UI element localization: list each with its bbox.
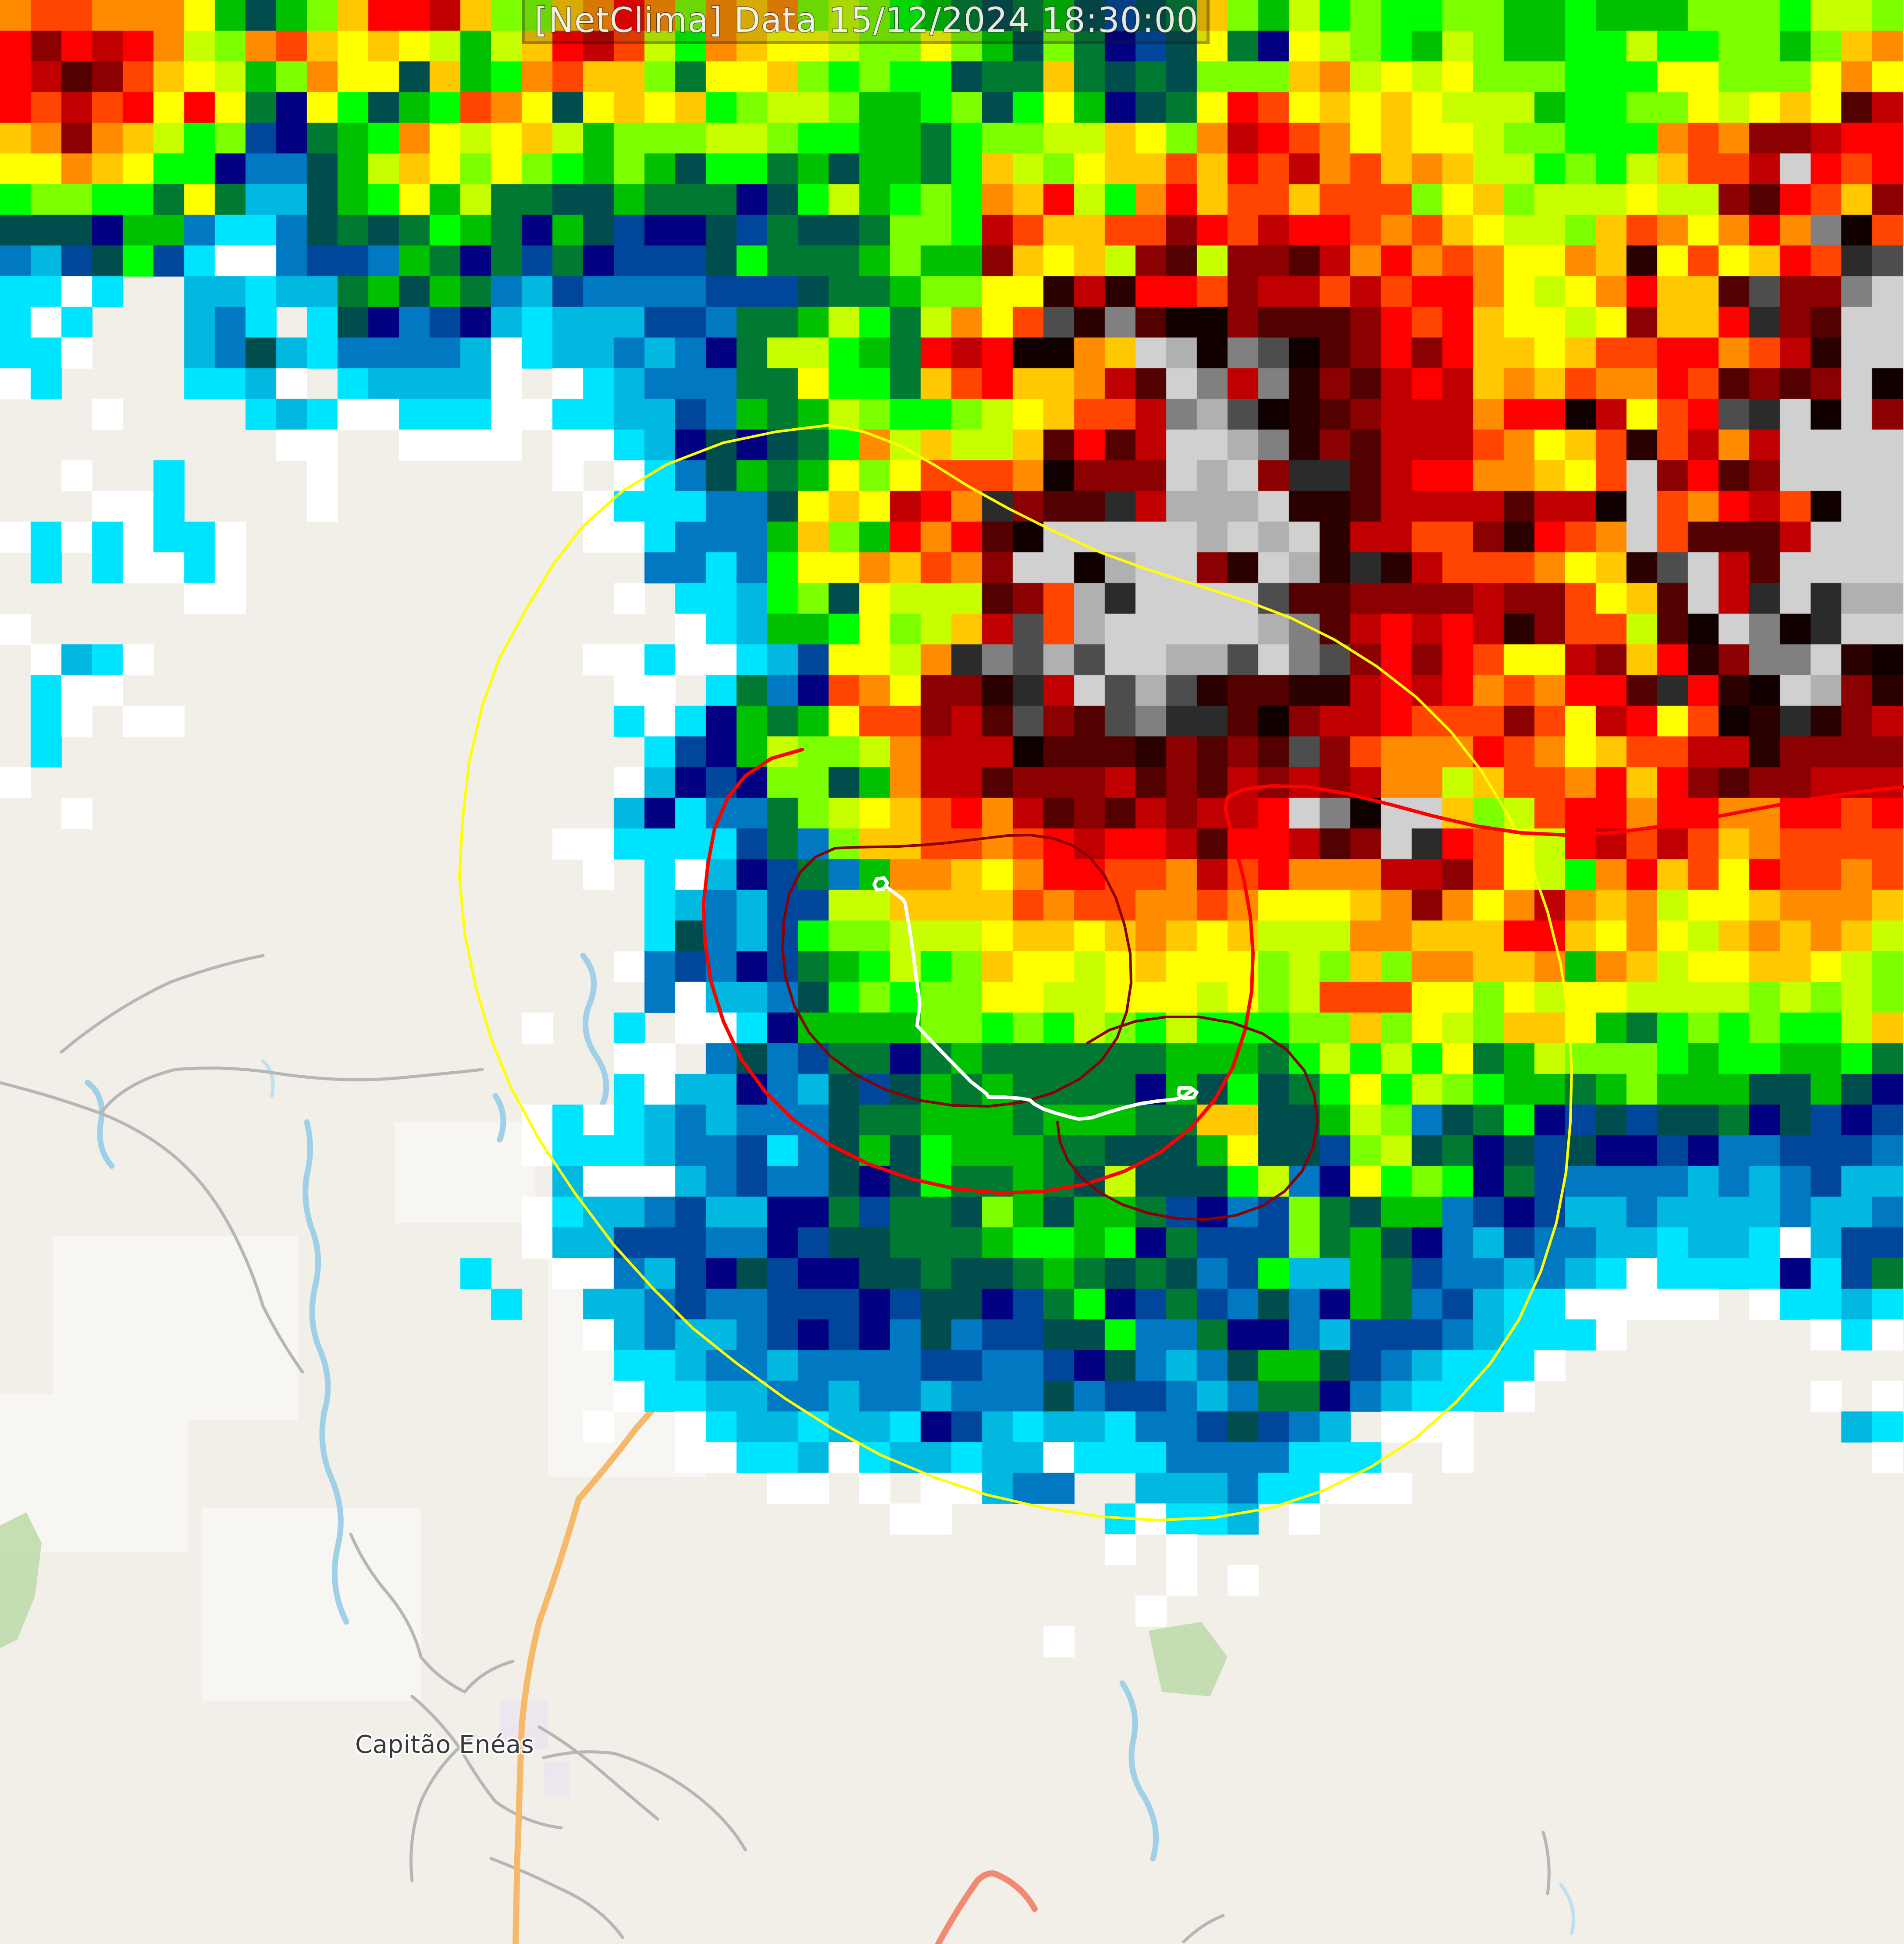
city-label-capitao-eneas: Capitão Enéas xyxy=(355,1731,534,1759)
title-overlay-box: [NetClima] Data 15/12/2024 18:30:00 xyxy=(522,0,1210,44)
title-text: [NetClima] Data 15/12/2024 18:30:00 xyxy=(534,0,1199,40)
